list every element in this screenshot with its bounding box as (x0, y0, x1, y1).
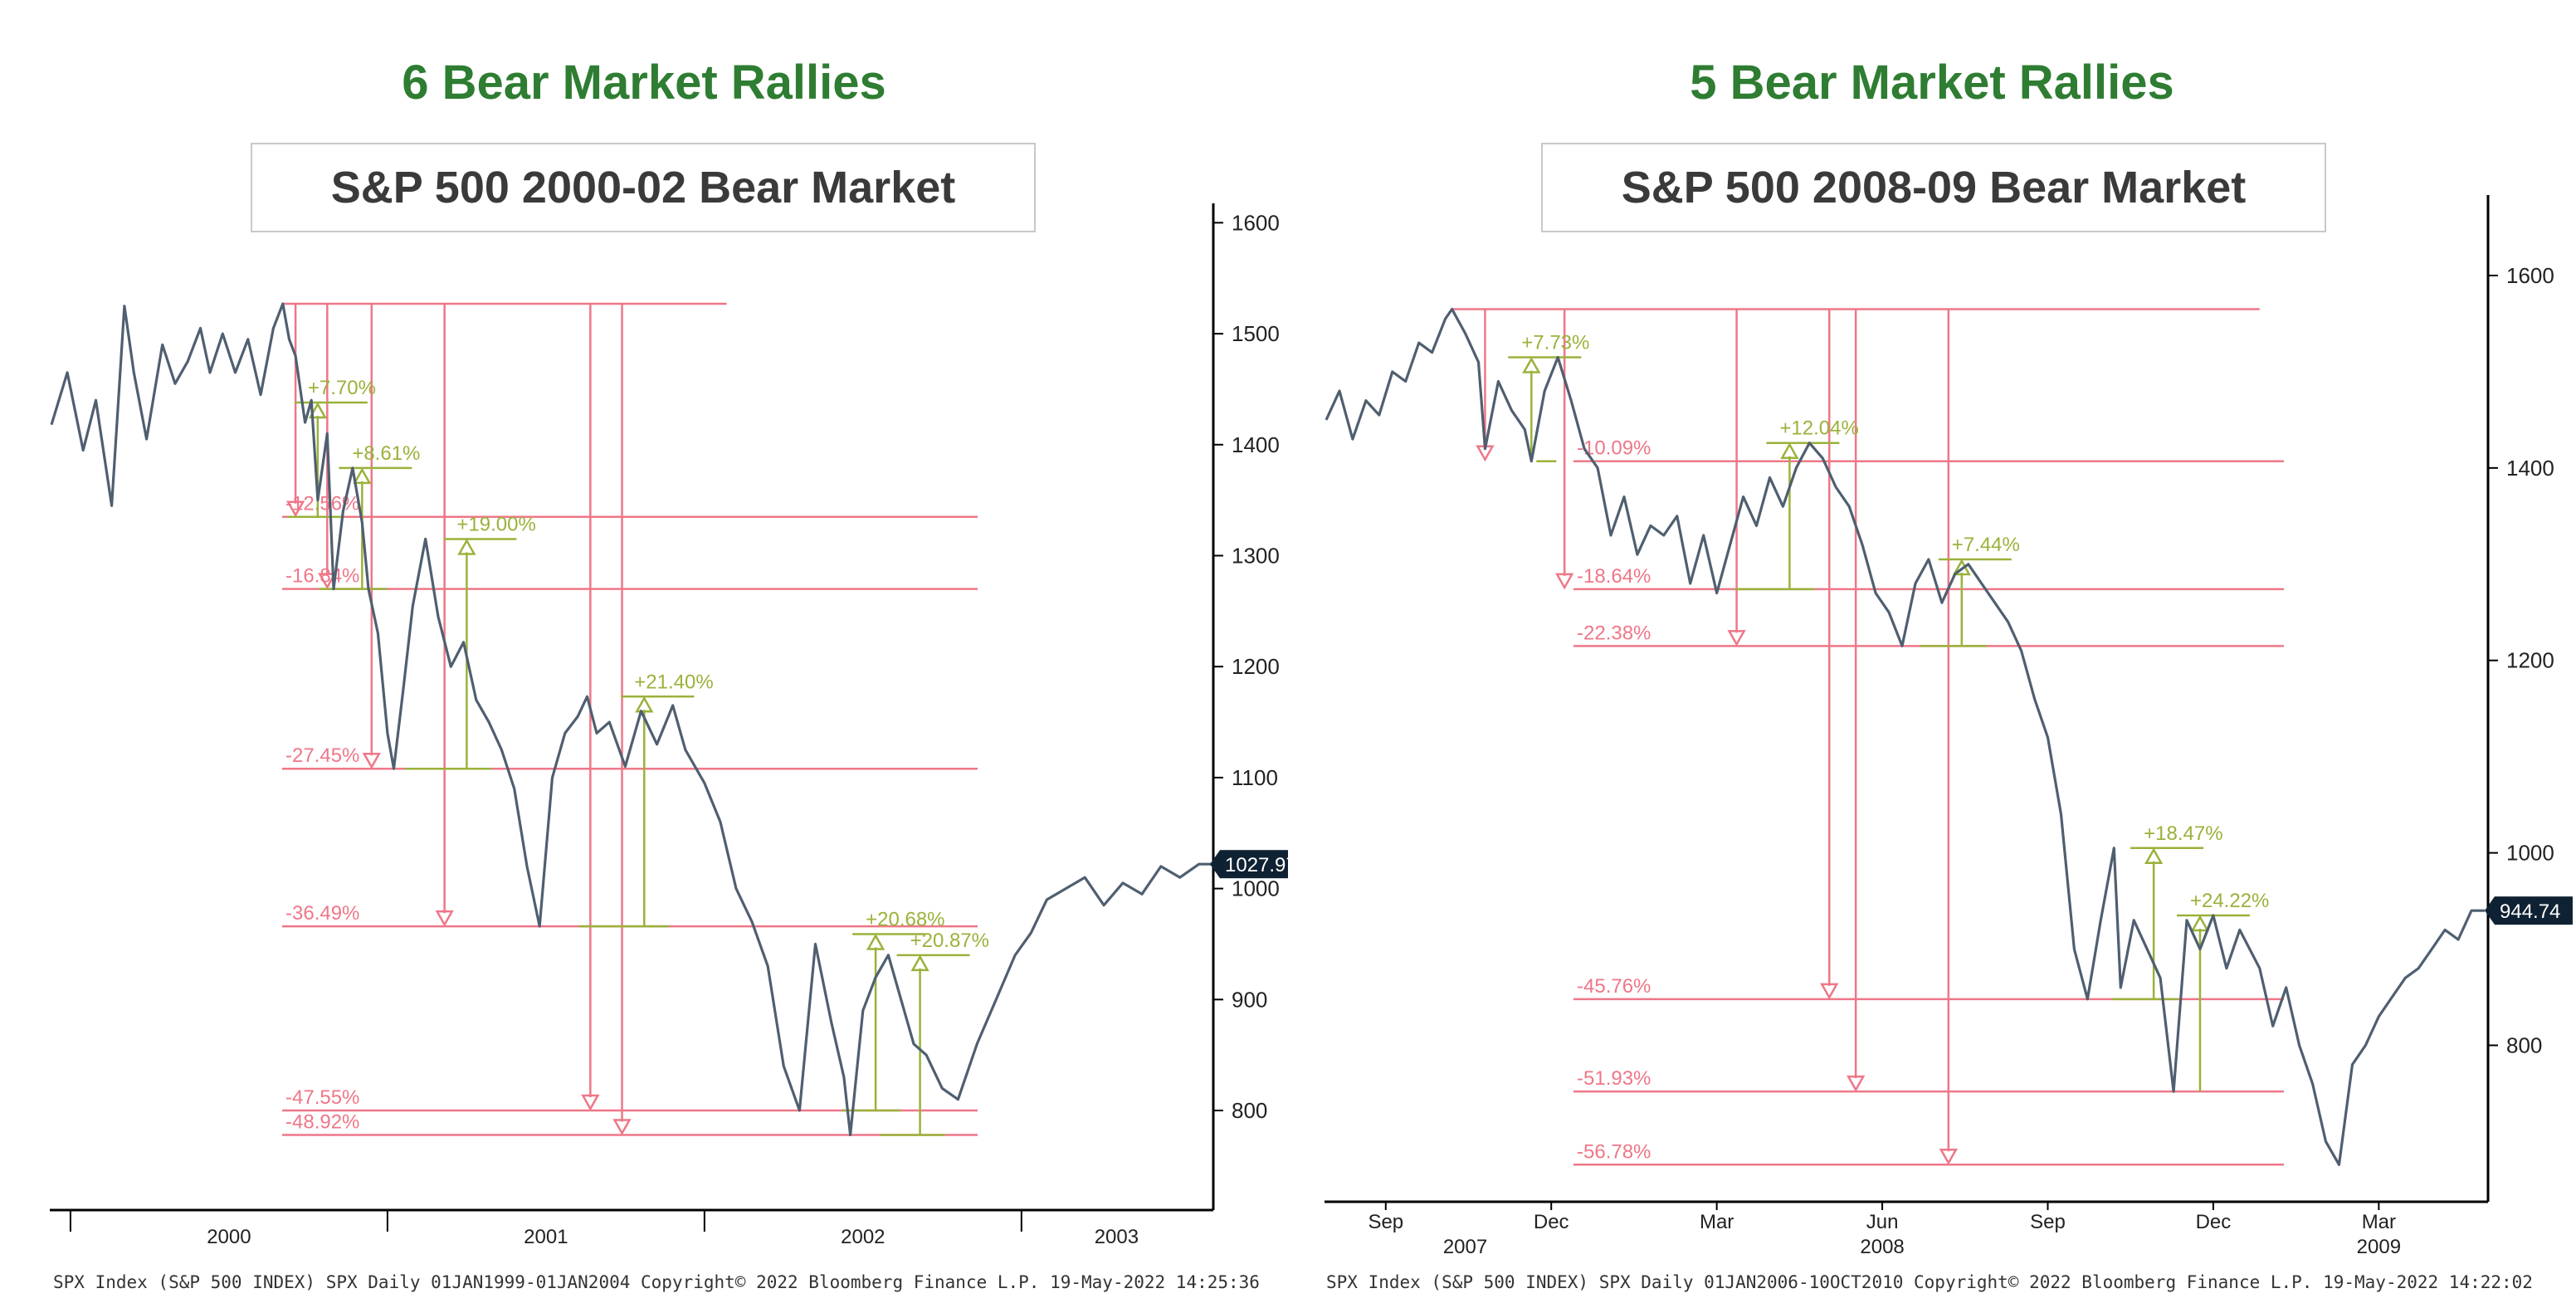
rally-arrow-head (2190, 915, 2210, 932)
rally-label: +7.73% (1521, 332, 1589, 354)
rally-arrow-head (457, 538, 476, 555)
left-chart-headline: 6 Bear Market Rallies (402, 56, 886, 110)
left-chart-panel: 6 Bear Market Rallies S&P 500 2000-02 Be… (50, 56, 1288, 1292)
decline-label: -12.56% (285, 493, 359, 515)
right-chart-svg: 8001000120014001600-10.09%-18.64%-22.38%… (1325, 195, 2573, 1292)
chart-footer: SPX Index (S&P 500 INDEX) SPX Daily 01JA… (53, 1272, 1260, 1292)
decline-arrow-head (318, 573, 337, 590)
x-tick-label: 2001 (524, 1226, 568, 1248)
decline-arrow-head (612, 1119, 632, 1135)
rally-arrow-head (910, 954, 929, 972)
decline-label: -48.92% (285, 1110, 359, 1133)
decline-arrow-head (1555, 573, 1574, 590)
decline-label: -56.78% (1577, 1140, 1651, 1163)
x-tick-label: Jun (1866, 1211, 1899, 1233)
rally-label: +7.70% (308, 377, 376, 399)
last-value-box (1220, 850, 1288, 879)
x-year-label: 2007 (1443, 1236, 1487, 1258)
rally-label: +21.40% (634, 671, 713, 693)
x-tick-label: 2003 (1095, 1226, 1139, 1248)
y-tick-label: 1200 (1232, 654, 1280, 679)
decline-label: -27.45% (285, 744, 359, 767)
rally-arrow-head (866, 933, 886, 950)
x-tick-label: Dec (1534, 1211, 1569, 1233)
rally-label: +20.68% (866, 908, 944, 930)
right-chart-headline: 5 Bear Market Rallies (1690, 56, 2174, 110)
y-tick-label: 1100 (1232, 765, 1278, 790)
y-tick-label: 1000 (2506, 841, 2554, 866)
decline-arrow-head (1939, 1149, 1958, 1165)
chart-footer: SPX Index (S&P 500 INDEX) SPX Daily 01JA… (1326, 1272, 2533, 1292)
rally-label: +7.44% (1952, 534, 2020, 556)
y-tick-label: 1600 (2506, 263, 2554, 288)
decline-arrow-head (1820, 983, 1839, 1000)
rally-label: +20.87% (910, 930, 989, 952)
last-value-label: 944.74 (2500, 900, 2560, 923)
rally-arrow-head (2144, 847, 2164, 865)
y-tick-label: 1500 (1232, 321, 1280, 346)
price-series-line (1325, 307, 2485, 1166)
decline-label: -22.38% (1577, 622, 1651, 644)
x-tick-label: 2002 (841, 1226, 885, 1248)
x-tick-label: 2000 (207, 1226, 251, 1248)
decline-arrow-head (1727, 630, 1746, 647)
rally-arrow-head (1522, 356, 1541, 373)
x-tick-label: Sep (1368, 1211, 1403, 1233)
decline-arrow-head (285, 500, 305, 518)
decline-label: -18.64% (1577, 565, 1651, 588)
y-tick-label: 800 (2506, 1032, 2542, 1057)
y-tick-label: 1400 (2506, 456, 2554, 481)
x-tick-label: Dec (2196, 1211, 2232, 1233)
rally-label: +19.00% (456, 513, 535, 535)
decline-arrow-head (435, 910, 454, 927)
x-tick-label: Mar (1700, 1211, 1734, 1233)
decline-label: -16.84% (285, 565, 359, 588)
y-tick-label: 1000 (1232, 876, 1280, 901)
rally-arrow-head (353, 467, 372, 485)
last-value-box (2495, 896, 2573, 925)
x-tick-label: Mar (2362, 1211, 2396, 1233)
left-chart-title: S&P 500 2000-02 Bear Market (251, 143, 1036, 232)
y-tick-label: 1400 (1232, 432, 1280, 457)
y-tick-label: 1600 (1232, 210, 1280, 235)
last-value-pointer (2485, 896, 2495, 925)
rally-arrow-head (1780, 442, 1799, 459)
decline-label: -36.49% (285, 902, 359, 925)
x-year-label: 2009 (2357, 1236, 2401, 1258)
rally-label: +24.22% (2190, 890, 2269, 912)
left-chart-svg: 800 900 1000 1100 1200 1300 1400 1500 1600 -12.56… (50, 203, 1288, 1292)
last-value-label: 1027.97 (1225, 854, 1288, 876)
y-tick-label: 1300 (1232, 543, 1280, 568)
decline-arrow-head (362, 752, 381, 769)
rally-arrow-head (635, 695, 654, 713)
decline-label: -47.55% (285, 1086, 359, 1109)
y-tick-label: 800 (1232, 1098, 1267, 1123)
x-tick-label: Sep (2030, 1211, 2066, 1233)
rally-label: +18.47% (2144, 822, 2222, 845)
right-chart-panel: 5 Bear Market Rallies S&P 500 2008-09 Be… (1288, 0, 2576, 1308)
decline-arrow-head (1847, 1075, 1866, 1092)
last-value-pointer (1210, 850, 1220, 879)
y-tick-label: 1200 (2506, 648, 2554, 673)
rally-label: +8.61% (352, 442, 420, 465)
decline-label: -45.76% (1577, 975, 1651, 998)
rally-label: +12.04% (1779, 417, 1858, 440)
price-series-line (50, 302, 1212, 1136)
y-tick-label: 900 (1232, 987, 1267, 1012)
decline-label: -51.93% (1577, 1067, 1651, 1090)
right-chart-title: S&P 500 2008-09 Bear Market (1541, 143, 2326, 232)
rally-arrow-head (308, 402, 327, 419)
decline-arrow-head (581, 1094, 600, 1111)
x-year-label: 2008 (1860, 1236, 1904, 1258)
